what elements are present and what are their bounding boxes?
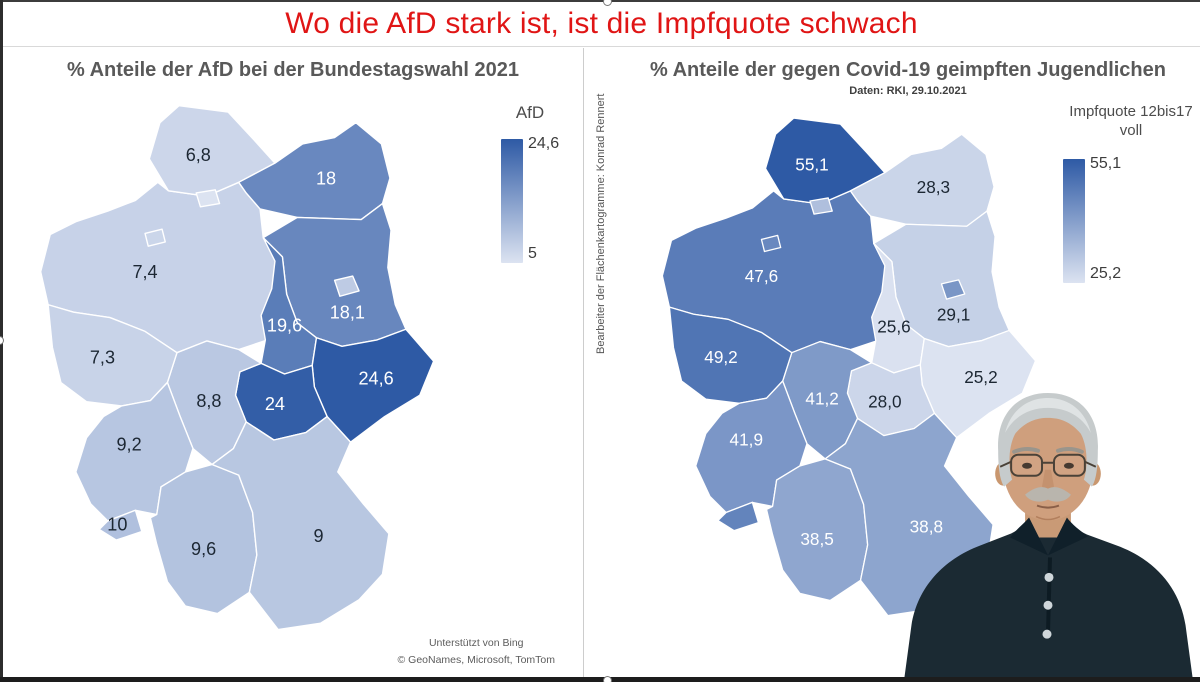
region-value-label: 41,9: [730, 430, 763, 450]
region-value-label: 9: [314, 526, 324, 546]
region-schleswig-holstein: [764, 117, 886, 205]
region-value-label: 41,2: [805, 388, 838, 408]
presenter-hair: [998, 392, 1098, 487]
presenter-eye: [1063, 462, 1074, 469]
region-value-label: 7,4: [132, 262, 157, 282]
region-value-label: 28,3: [917, 177, 950, 197]
presenter-mouth: [1036, 504, 1060, 509]
region-value-label: 24,6: [358, 369, 393, 389]
attribution-line-1: Unterstützt von Bing: [428, 637, 524, 650]
attribution-line-2: © GeoNames, Microsoft, TomTom: [397, 653, 556, 666]
presenter-glasses: [999, 453, 1097, 477]
afd-legend-min: 5: [528, 245, 537, 262]
bottom-edge-bar: [0, 677, 1200, 682]
region-value-label: 6,8: [186, 145, 211, 165]
top-edge-bar: [0, 0, 1200, 2]
region-bayern: [211, 415, 390, 631]
region-hamburg: [809, 197, 833, 215]
impfquote-legend-title-line2: voll: [1119, 121, 1143, 139]
region-hamburg: [195, 189, 221, 208]
main-title-band: Wo die AfD stark ist, ist die Impfquote …: [3, 2, 1200, 47]
selection-handle-top[interactable]: [603, 0, 612, 6]
region-value-label: 29,1: [937, 304, 970, 324]
shirt-button: [1042, 629, 1052, 639]
main-title: Wo die AfD stark ist, ist die Impfquote …: [285, 7, 918, 40]
cartogram-credit: Bearbeiter der Flächenkartogramme: Konra…: [594, 93, 607, 354]
presenter-eyebrow: [1012, 447, 1041, 454]
impfquote-legend-gradient-bar: [1063, 158, 1085, 283]
shirt-button: [1044, 572, 1054, 582]
presenter-webcam-overlay: [896, 388, 1200, 677]
region-value-label: 25,6: [877, 316, 910, 336]
presenter-collar: [1010, 517, 1048, 556]
panel-divider: Bearbeiter der Flächenkartogramme: Konra…: [583, 48, 618, 677]
shirt-button: [1043, 600, 1053, 610]
afd-map-title: % Anteile der AfD bei der Bundestagswahl…: [67, 59, 519, 81]
impfquote-map-subtitle: Daten: RKI, 29.10.2021: [849, 85, 967, 97]
afd-map-panel: % Anteile der AfD bei der Bundestagswahl…: [3, 48, 583, 677]
region-value-label: 10: [107, 515, 127, 535]
map-attribution: Unterstützt von Bing © GeoNames, Microso…: [398, 635, 556, 668]
impfquote-legend-max: 55,1: [1090, 154, 1122, 172]
impfquote-legend-title-line1: Impfquote 12bis17: [1069, 103, 1193, 120]
region-berlin: [333, 275, 360, 297]
impfquote-map-title: % Anteile der gegen Covid-19 geimpften J…: [649, 59, 1166, 81]
presenter-eyebrow: [1055, 447, 1084, 454]
impfquote-legend-min: 25,2: [1090, 264, 1122, 282]
region-bremen: [760, 234, 782, 253]
region-value-label: 19,6: [267, 315, 302, 335]
region-value-label: 25,2: [964, 367, 997, 387]
afd-legend: AfD 24,6 5: [501, 103, 585, 263]
region-schleswig-holstein: [148, 104, 276, 197]
region-value-label: 38,8: [910, 517, 943, 537]
region-value-label: 9,6: [191, 539, 216, 559]
region-value-label: 7,3: [90, 347, 115, 367]
region-value-label: 18: [316, 168, 336, 188]
region-mecklenburg-vorpommern: [238, 121, 391, 221]
region-value-label: 49,2: [704, 347, 737, 367]
region-value-label: 18,1: [330, 303, 365, 323]
afd-legend-max: 24,6: [528, 135, 560, 152]
region-value-label: 47,6: [745, 266, 778, 286]
region-saarland: [717, 501, 760, 532]
region-berlin: [940, 279, 966, 300]
presenter-illustration: [904, 392, 1193, 677]
presenter-mustache: [1025, 487, 1071, 502]
impfquote-legend: Impfquote 12bis17 voll 55,1 25,2: [1063, 103, 1199, 283]
region-value-label: 8,8: [196, 391, 221, 411]
presenter-eye: [1022, 462, 1033, 469]
region-bremen: [144, 228, 166, 247]
afd-choropleth-map: 7,4 6,8 18 18,1 19,6 24,6 24 8,8 7,3 9,2 10 9,6 9: [39, 104, 435, 631]
region-saarland: [98, 509, 143, 541]
region-value-label: 38,5: [800, 529, 833, 549]
region-value-label: 24: [265, 394, 285, 414]
impfquote-map-panel: % Anteile der gegen Covid-19 geimpften J…: [616, 48, 1200, 677]
impfquote-legend-title: Impfquote 12bis17 voll: [1063, 103, 1199, 141]
presenter-face: [1003, 414, 1093, 521]
selection-handle-bottom[interactable]: [603, 676, 612, 682]
region-value-label: 55,1: [795, 155, 828, 175]
region-value-label: 9,2: [116, 435, 141, 455]
afd-legend-title: AfD: [515, 103, 545, 122]
region-value-label: 28,0: [868, 391, 901, 411]
presenter-nose: [1042, 469, 1054, 489]
afd-legend-gradient-bar: [501, 139, 523, 263]
